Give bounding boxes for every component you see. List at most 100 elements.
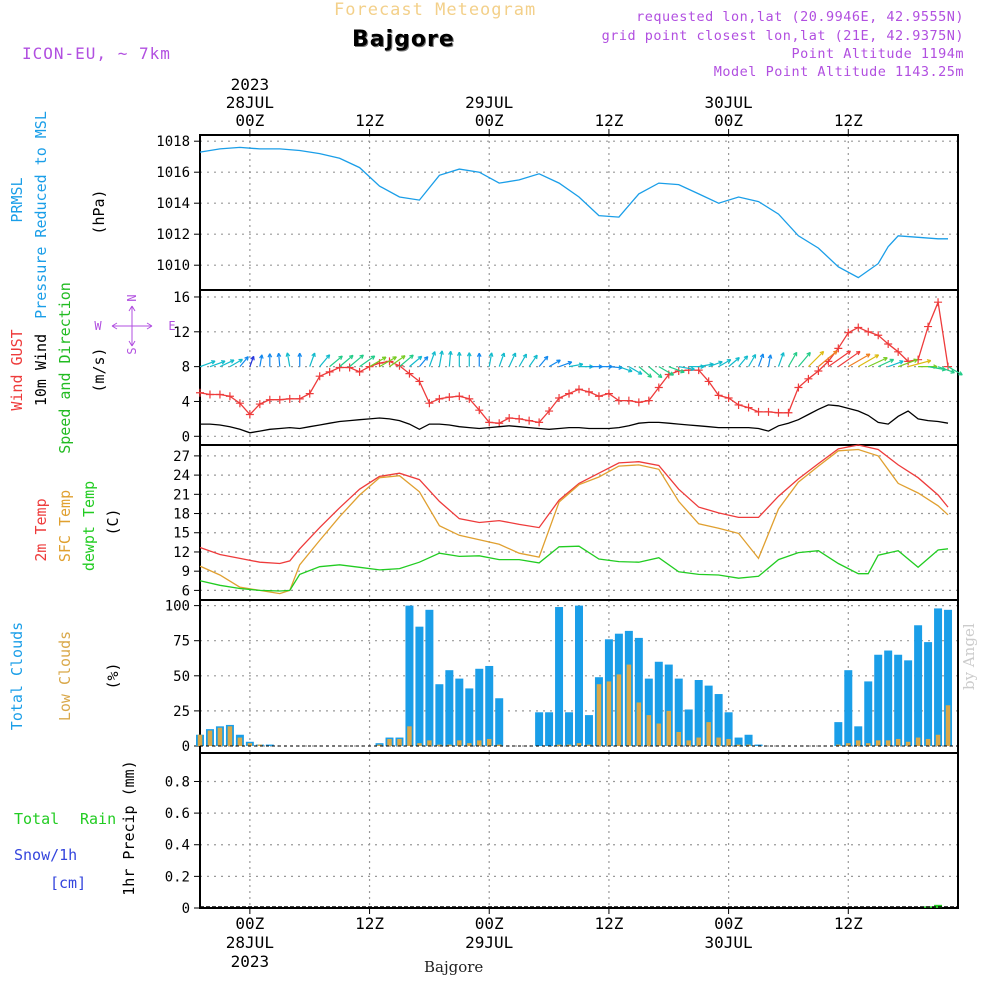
wind-direction-arrowhead [423,356,429,361]
wind-direction-arrowhead [637,370,643,375]
wind-direction-arrowhead [476,352,482,357]
wind-direction-arrow [319,354,331,368]
low-clouds-bar [666,710,671,746]
top-time-label: 28JUL [226,93,274,112]
requested-coordinates: requested lon,lat (20.9946E, 42.9555N) [636,9,964,25]
bottom-time-label: 12Z [594,914,623,933]
total-clouds-bar [435,684,444,746]
total-clouds-bar [495,698,504,746]
wind-direction-arrowhead [690,366,695,372]
wind-direction-arrowhead [926,359,932,364]
wind-10m-line [200,404,949,434]
total-clouds-bar [584,715,593,746]
bottom-time-label: 12Z [355,914,384,933]
low-clouds-bar [626,664,632,746]
low-clouds-bar [676,731,681,746]
wind-direction-arrowhead [381,356,387,361]
wind-gust-point [505,414,514,423]
wind-direction-arrowhead [680,368,685,374]
top-time-label: 12Z [355,111,384,130]
low-clouds-bar [467,743,472,746]
temp-2m-line [199,444,949,565]
total-clouds-bar [944,609,953,746]
y-tick-label: 1018 [156,134,190,150]
wind-gust-point [764,407,773,416]
wind-direction-arrowhead [567,360,573,366]
wind-direction-arrowhead [500,352,506,358]
dewpoint-line [199,545,949,592]
label-prmsl: PRMSL [8,177,26,222]
panel-frame [199,752,959,909]
wind-direction-arrowhead [759,353,765,358]
wind-gust-point [934,298,943,307]
y-tick-label: 25 [173,704,190,720]
pressure-line [199,146,948,279]
wind-direction-arrow [907,359,931,368]
wind-direction-arrowhead [751,354,757,359]
total-clouds-bar [724,712,733,746]
low-clouds-bar [935,734,941,746]
point-altitude: Point Altitude 1194m [791,46,964,62]
wind-direction-arrow [339,354,354,368]
label-total: Total [14,810,59,828]
wind-gust-point [724,393,733,402]
wind-direction-arrow [249,356,255,367]
low-clouds-bar [696,737,701,746]
wind-gust-point [495,419,504,428]
wind-direction-arrowhead [669,371,675,376]
wind-direction-arrowhead [883,357,888,362]
low-clouds-bar [387,738,392,746]
low-clouds-bar [377,744,382,746]
wind-direction-arrow [748,354,757,367]
wind-gust-point [275,395,284,404]
grid-point-coordinates: grid point closest lon,lat (21E, 42.9375… [601,28,964,44]
total-clouds-bar [425,609,434,746]
label-pressure-msl: Pressure Reduced to MSL [32,111,50,319]
wind-direction-arrowhead [833,350,838,355]
wind-direction-arrowhead [370,355,376,360]
wind-direction-arrow [259,354,263,367]
wind-gust-point [565,389,574,398]
wind-gust-point [425,399,434,408]
wind-direction-arrowhead [846,350,851,355]
low-clouds-bar [866,743,871,746]
wind-gust-point [545,407,554,416]
compass-rose-icon [111,305,153,347]
total-clouds-bar [555,607,564,746]
wind-direction-arrow [309,352,316,367]
wind-direction-arrowhead [657,373,663,379]
y-tick-label: 1014 [156,196,190,212]
wind-gust-point [944,362,953,371]
label-2m-temp: 2m Temp [32,498,50,561]
label-speed-direction: Speed and Direction [56,282,74,454]
y-tick-label: 8 [182,360,190,376]
wind-gust-point [295,394,304,403]
wind-direction-arrow [448,351,452,367]
total-clouds-bar [545,712,554,746]
total-clouds-bar [475,668,484,746]
low-clouds-bar [407,726,412,746]
wind-gust-point [335,363,344,372]
total-clouds-bar [924,642,933,746]
wind-direction-arrowhead [220,360,226,365]
wind-gust-point [794,383,803,392]
total-clouds-bar [934,608,943,746]
low-clouds-bar [915,737,921,746]
wind-direction-arrowhead [647,373,653,378]
label-snow-1h: Snow/1h [14,846,77,864]
wind-direction-arrowhead [311,352,316,358]
wind-direction-arrowhead [735,357,740,362]
low-clouds-bar [616,674,622,746]
wind-direction-arrowhead [392,356,397,361]
model-point-altitude: Model Point Altitude 1143.25m [713,64,964,80]
y-tick-label: 21 [173,487,190,503]
wind-gust-point [584,387,593,396]
wind-gust-point [774,408,783,417]
wind-direction-arrowhead [556,359,561,364]
wind-gust-point [415,377,424,386]
low-clouds-bar [895,738,901,746]
low-clouds-bar [586,744,592,746]
wind-direction-arrow [728,357,740,368]
wind-gust-point [196,388,204,397]
wind-direction-arrow [817,350,838,368]
